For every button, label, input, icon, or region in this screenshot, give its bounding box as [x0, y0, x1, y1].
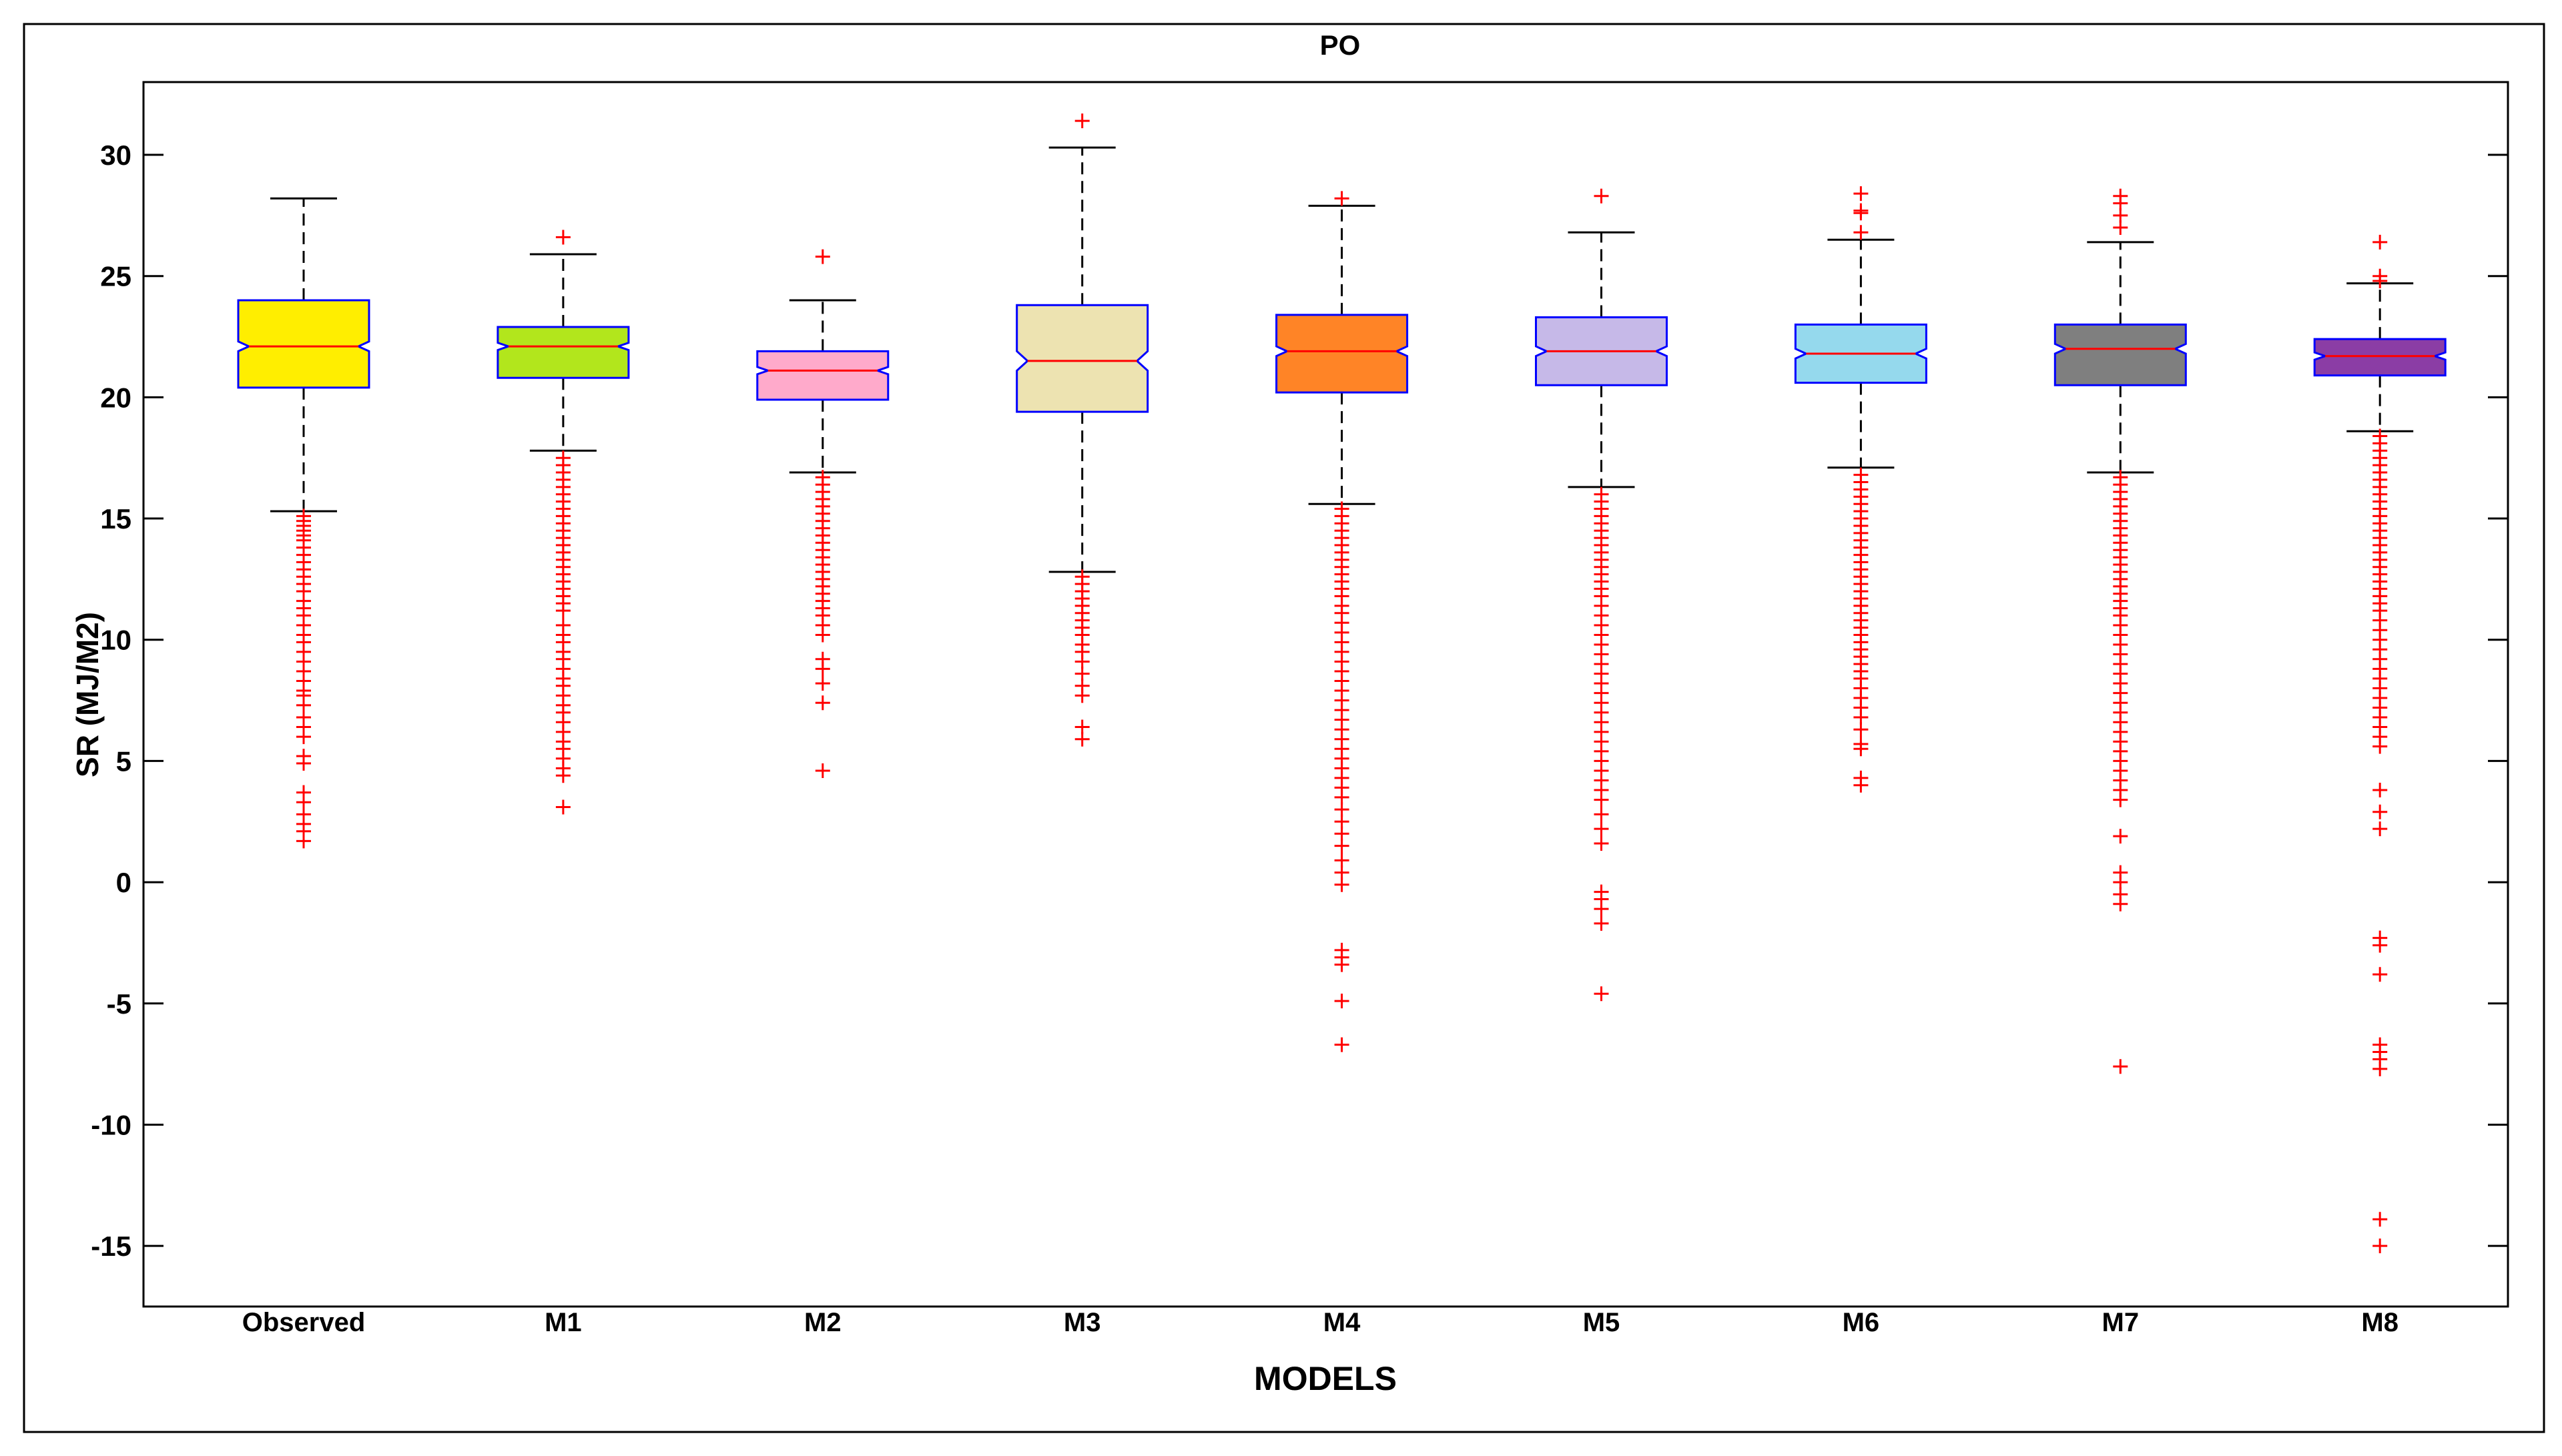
box-body	[1275, 314, 1409, 394]
outlier-marker	[555, 799, 571, 815]
box-body	[237, 299, 370, 389]
outlier-marker	[1853, 225, 1869, 240]
outlier-marker	[1594, 792, 1609, 807]
outlier-marker	[2372, 821, 2388, 837]
x-tick-label: M2	[804, 1308, 842, 1337]
figure-border	[23, 23, 2545, 1433]
outlier-marker	[1334, 191, 1349, 206]
outlier-marker	[555, 603, 571, 619]
x-tick-label: M8	[2361, 1308, 2398, 1337]
plot-frame	[142, 81, 2509, 1308]
outlier-marker	[1853, 186, 1869, 202]
y-tick-label: -10	[91, 1109, 131, 1140]
x-tick-label: M1	[545, 1308, 582, 1337]
box-m2	[756, 249, 890, 778]
outlier-marker	[1853, 722, 1869, 737]
outlier-marker	[2372, 938, 2388, 953]
outlier-marker	[2113, 220, 2128, 236]
outlier-marker	[1853, 777, 1869, 793]
outlier-marker	[1594, 901, 1609, 917]
box-m3	[1016, 113, 1149, 747]
outlier-marker	[296, 833, 311, 849]
outlier-marker	[1334, 838, 1349, 853]
y-tick-label: 15	[100, 503, 131, 534]
y-tick-label: 5	[116, 745, 131, 777]
y-axis: -15 -10 -5 0 5 10 15 20 25 30	[91, 139, 2508, 1262]
outlier-marker	[815, 763, 830, 778]
y-tick-label: -15	[91, 1230, 131, 1262]
outlier-marker	[2372, 967, 2388, 982]
outlier-marker	[815, 627, 830, 643]
outlier-marker	[2372, 739, 2388, 754]
box-body	[756, 350, 890, 401]
outlier-marker	[2372, 1238, 2388, 1254]
box-body	[2053, 323, 2187, 386]
box-observed	[237, 197, 370, 849]
x-axis-label: MODELS	[1254, 1360, 1397, 1397]
outlier-marker	[1594, 188, 1609, 204]
outlier-marker	[1334, 1037, 1349, 1052]
outlier-marker	[1334, 994, 1349, 1009]
outlier-marker	[2113, 896, 2128, 912]
box-m6	[1794, 186, 1927, 793]
outlier-marker	[2113, 792, 2128, 807]
y-tick-label: 30	[100, 139, 131, 171]
x-tick-label: M3	[1064, 1308, 1101, 1337]
outlier-marker	[2372, 273, 2388, 288]
outlier-marker	[1594, 916, 1609, 931]
boxes-layer	[237, 113, 2447, 1254]
x-tick-label: M7	[2102, 1308, 2140, 1337]
box-m7	[2053, 188, 2187, 1074]
outlier-marker	[815, 661, 830, 677]
y-axis-label: SR (MJ/M2)	[70, 612, 105, 777]
outlier-marker	[815, 695, 830, 711]
outlier-marker	[2372, 1212, 2388, 1227]
y-tick-label: -5	[107, 988, 131, 1020]
x-tick-labels: Observed M1 M2 M3 M4 M5 M6 M7 M8	[242, 1308, 2398, 1337]
box-m8	[2313, 234, 2447, 1254]
y-tick-label: 10	[100, 625, 131, 656]
box-m5	[1535, 188, 1668, 1002]
outlier-marker	[1334, 877, 1349, 892]
outlier-marker	[1074, 731, 1090, 747]
x-tick-label: Observed	[242, 1308, 366, 1337]
outlier-marker	[1594, 821, 1609, 837]
outlier-marker	[2372, 234, 2388, 250]
box-m1	[497, 230, 630, 815]
box-body	[2313, 338, 2447, 377]
outlier-marker	[2113, 829, 2128, 844]
outlier-marker	[2113, 1059, 2128, 1074]
outlier-marker	[555, 768, 571, 783]
box-m4	[1275, 191, 1409, 1052]
outlier-marker	[1334, 957, 1349, 972]
box-body	[497, 326, 630, 379]
chart-title: PO	[1320, 29, 1361, 61]
outlier-marker	[2372, 783, 2388, 798]
outlier-marker	[296, 729, 311, 745]
outlier-marker	[815, 249, 830, 264]
outlier-marker	[2372, 804, 2388, 819]
box-body	[1016, 304, 1149, 413]
y-tick-label: 20	[100, 382, 131, 413]
outlier-marker	[1594, 835, 1609, 851]
x-tick-label: M5	[1583, 1308, 1620, 1337]
outlier-marker	[1853, 206, 1869, 221]
outlier-marker	[815, 676, 830, 691]
outlier-marker	[1074, 688, 1090, 703]
y-tick-label: 25	[100, 261, 131, 292]
outlier-marker	[1594, 807, 1609, 822]
x-tick-label: M6	[1843, 1308, 1880, 1337]
outlier-marker	[1074, 113, 1090, 129]
outlier-marker	[1594, 986, 1609, 1002]
outlier-marker	[1853, 741, 1869, 757]
outlier-marker	[296, 756, 311, 771]
outlier-marker	[2372, 1061, 2388, 1076]
x-tick-label: M4	[1323, 1308, 1361, 1337]
outlier-marker	[555, 230, 571, 245]
y-tick-label: 0	[116, 867, 131, 898]
